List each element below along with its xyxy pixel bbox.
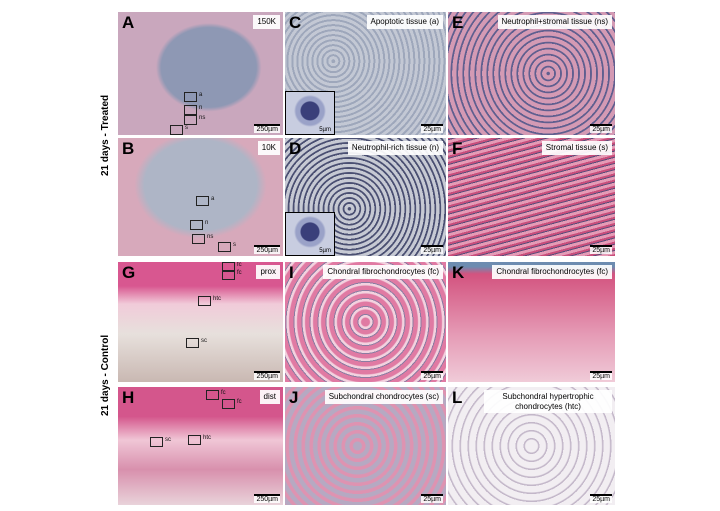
row-label: 21 days - Treated (100, 94, 111, 176)
region-box: ns (184, 115, 205, 125)
region-label: n (199, 105, 203, 111)
panel-caption: Neutrophil+stromal tissue (ns) (497, 15, 612, 29)
region-label: s (185, 125, 188, 131)
scale-bar-label: 25µm (421, 245, 443, 254)
inset-image: 5µm (285, 91, 335, 135)
row-label: 21 days - Control (100, 334, 111, 416)
panel-letter: J (289, 388, 299, 407)
region-box: ns (192, 234, 213, 244)
panel-caption: Subchondral hypertrophic chondrocytes (h… (484, 390, 612, 414)
region-box: sc (150, 437, 171, 447)
panel-caption: dist (259, 390, 280, 404)
region-label: ns (207, 234, 214, 240)
region-label: fc (221, 390, 226, 396)
panel-caption: Stromal tissue (s) (541, 141, 612, 155)
scale-bar-label: 25µm (590, 124, 612, 133)
scale-bar-label: 250µm (254, 124, 280, 133)
panel-caption: 10K (257, 141, 280, 155)
panel-caption: Apoptotic tissue (a) (366, 15, 443, 29)
panel-letter: H (122, 388, 135, 407)
panel-caption: Neutrophil-rich tissue (n) (347, 141, 443, 155)
region-box: htc (188, 435, 211, 445)
panel-caption: Chondral fibrochondrocytes (fc) (492, 265, 612, 279)
inset-scale: 5µm (319, 248, 331, 254)
panel-image: F Stromal tissue (s) 25µm (448, 138, 615, 256)
region-label: s (233, 242, 236, 248)
panel-image: C Apoptotic tissue (a) 25µm 5µm (285, 12, 446, 135)
region-box: s (218, 242, 236, 252)
panel-image: L Subchondral hypertrophic chondrocytes (… (448, 387, 615, 505)
region-box: a (196, 196, 214, 206)
region-label: fc (237, 262, 242, 268)
panel-image: E Neutrophil+stromal tissue (ns) 25µm (448, 12, 615, 135)
panel-letter: C (289, 13, 302, 32)
region-label: sc (165, 437, 171, 443)
region-label: ns (199, 115, 206, 121)
region-label: fc (237, 270, 242, 276)
region-label: a (199, 92, 203, 98)
scale-bar-label: 25µm (421, 371, 443, 380)
panel-caption: prox (256, 265, 280, 279)
panel-letter: F (452, 139, 463, 158)
region-box: htc (198, 296, 221, 306)
scale-bar-label: 250µm (254, 245, 280, 254)
region-box: s (170, 125, 188, 135)
region-label: htc (203, 435, 212, 441)
panel-image: J Subchondral chondrocytes (sc) 25µm (285, 387, 446, 505)
region-label: htc (213, 296, 222, 302)
panel-image: I Chondral fibrochondrocytes (fc) 25µm (285, 262, 446, 382)
panel-letter: G (122, 263, 136, 282)
scale-bar-label: 250µm (254, 494, 280, 503)
panel-caption: Chondral fibrochondrocytes (fc) (323, 265, 443, 279)
panel-caption: 150K (253, 15, 280, 29)
region-box: sc (186, 338, 207, 348)
scale-bar-label: 25µm (421, 124, 443, 133)
inset-scale: 5µm (319, 127, 331, 133)
panel-letter: B (122, 139, 135, 158)
region-label: sc (201, 338, 207, 344)
panel-caption: Subchondral chondrocytes (sc) (324, 390, 443, 404)
region-box: fc (222, 262, 242, 272)
region-label: n (205, 220, 209, 226)
region-box: fc (222, 270, 242, 280)
scale-bar-label: 25µm (590, 494, 612, 503)
panel-image: D Neutrophil-rich tissue (n) 25µm 5µm (285, 138, 446, 256)
panel-image: B 10K 250µm a n ns s (118, 138, 283, 256)
scale-bar-label: 25µm (590, 245, 612, 254)
region-label: fc (237, 399, 242, 405)
panel-letter: E (452, 13, 464, 32)
panel-image: K Chondral fibrochondrocytes (fc) 25µm (448, 262, 615, 382)
region-box: n (184, 105, 202, 115)
panel-letter: A (122, 13, 135, 32)
panel-letter: L (452, 388, 463, 407)
scale-bar-label: 25µm (421, 494, 443, 503)
region-box: a (184, 92, 202, 102)
panel-letter: K (452, 263, 465, 282)
panel-letter: D (289, 139, 302, 158)
inset-image: 5µm (285, 212, 335, 256)
region-box: fc (222, 399, 242, 409)
panel-image: A 150K 250µm a n ns s (118, 12, 283, 135)
scale-bar-label: 250µm (254, 371, 280, 380)
region-box: n (190, 220, 208, 230)
panel-letter: I (289, 263, 294, 282)
region-box: fc (206, 390, 226, 400)
scale-bar-label: 25µm (590, 371, 612, 380)
region-label: a (211, 196, 215, 202)
